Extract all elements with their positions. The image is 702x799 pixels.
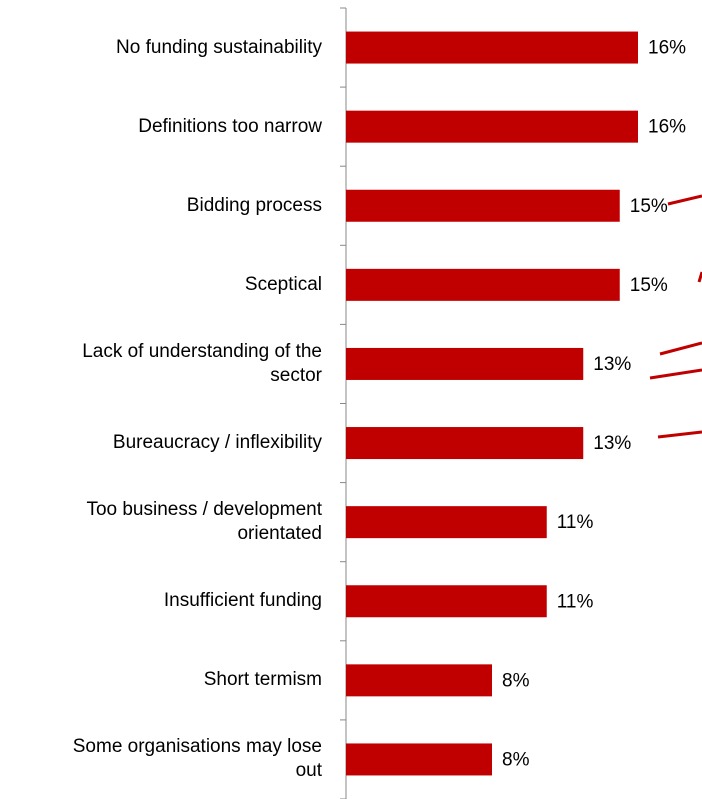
value-label: 8% [502, 670, 530, 691]
leader-lines [649, 194, 702, 439]
leader-line [657, 430, 702, 439]
category-label: Bidding process [186, 194, 322, 216]
bar [346, 347, 584, 380]
bar [346, 585, 547, 618]
leader-line [659, 341, 702, 356]
bar [346, 268, 620, 301]
value-label: 15% [630, 275, 668, 296]
bar [346, 743, 492, 776]
category-label: No funding sustainability [116, 36, 322, 58]
bar [346, 31, 638, 64]
leader-line [649, 368, 702, 380]
category-label: Lack of understanding of the sector [82, 340, 322, 386]
category-label: Bureaucracy / inflexibility [112, 432, 322, 454]
category-label: Definitions too narrow [138, 115, 322, 137]
category-label: Too business / development orientated [86, 499, 322, 545]
bar [346, 189, 620, 222]
value-label: 13% [593, 354, 631, 375]
value-label: 8% [502, 749, 530, 770]
bar [346, 506, 547, 539]
value-label: 11% [557, 512, 594, 533]
category-label: Some organisations may lose out [72, 736, 322, 782]
value-label: 15% [630, 196, 668, 217]
category-label: Short termism [203, 669, 322, 691]
category-label: Insufficient funding [163, 590, 322, 612]
bar [346, 427, 584, 460]
value-label: 13% [593, 433, 631, 454]
bar [346, 664, 492, 697]
value-label: 16% [648, 38, 686, 59]
leader-line [667, 194, 702, 206]
bar [346, 110, 638, 143]
value-label: 11% [557, 591, 594, 612]
value-label: 16% [648, 117, 686, 138]
category-label: Sceptical [244, 273, 322, 295]
